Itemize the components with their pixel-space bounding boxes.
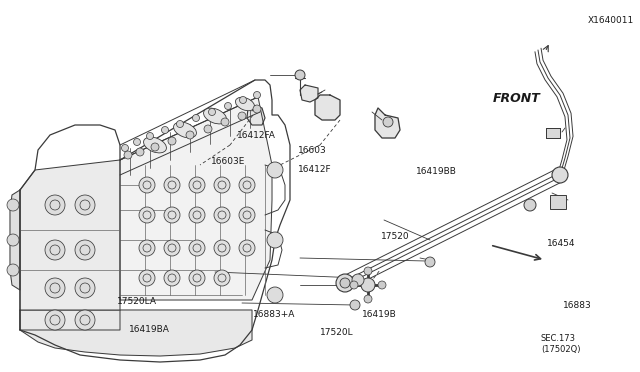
Ellipse shape — [204, 108, 227, 124]
Circle shape — [214, 240, 230, 256]
Text: 16883: 16883 — [563, 301, 592, 310]
Polygon shape — [300, 85, 318, 102]
Circle shape — [221, 118, 229, 126]
Text: 16603E: 16603E — [211, 157, 246, 166]
Circle shape — [139, 270, 155, 286]
Circle shape — [75, 195, 95, 215]
Circle shape — [75, 310, 95, 330]
Circle shape — [267, 162, 283, 178]
Circle shape — [364, 267, 372, 275]
Circle shape — [164, 207, 180, 223]
Circle shape — [267, 287, 283, 303]
Polygon shape — [20, 80, 290, 362]
Circle shape — [295, 70, 305, 80]
Circle shape — [45, 278, 65, 298]
Circle shape — [239, 240, 255, 256]
Circle shape — [164, 270, 180, 286]
Text: 16419B: 16419B — [362, 310, 396, 319]
Circle shape — [204, 125, 212, 133]
Text: 17520L: 17520L — [320, 328, 354, 337]
Circle shape — [364, 295, 372, 303]
Circle shape — [214, 207, 230, 223]
Bar — [546, 128, 560, 138]
Text: 16412FA: 16412FA — [237, 131, 276, 140]
Circle shape — [189, 240, 205, 256]
Circle shape — [350, 300, 360, 310]
Circle shape — [124, 151, 132, 159]
Text: SEC.173
(17502Q): SEC.173 (17502Q) — [541, 334, 580, 354]
Circle shape — [7, 199, 19, 211]
Polygon shape — [20, 160, 120, 330]
Circle shape — [239, 207, 255, 223]
Circle shape — [45, 310, 65, 330]
Circle shape — [253, 105, 261, 113]
Text: 16454: 16454 — [547, 239, 576, 248]
Polygon shape — [120, 97, 272, 300]
Circle shape — [352, 274, 364, 286]
Circle shape — [225, 103, 232, 109]
Circle shape — [214, 177, 230, 193]
Polygon shape — [375, 108, 400, 138]
Circle shape — [383, 117, 393, 127]
Ellipse shape — [173, 122, 196, 138]
Circle shape — [139, 177, 155, 193]
Ellipse shape — [143, 137, 166, 153]
Ellipse shape — [236, 97, 255, 111]
Circle shape — [253, 92, 260, 99]
Circle shape — [75, 278, 95, 298]
Polygon shape — [10, 190, 20, 290]
Circle shape — [189, 207, 205, 223]
Circle shape — [168, 137, 176, 145]
Polygon shape — [315, 95, 340, 120]
Circle shape — [7, 234, 19, 246]
Circle shape — [151, 143, 159, 151]
Circle shape — [524, 199, 536, 211]
Circle shape — [136, 148, 144, 156]
Circle shape — [186, 131, 194, 139]
Bar — [546, 128, 560, 138]
Circle shape — [238, 112, 246, 120]
Circle shape — [209, 109, 216, 115]
Text: 16883+A: 16883+A — [253, 310, 295, 319]
Text: 17520: 17520 — [381, 232, 410, 241]
Circle shape — [122, 144, 129, 151]
Polygon shape — [20, 310, 252, 356]
Circle shape — [350, 281, 358, 289]
Circle shape — [552, 167, 568, 183]
Circle shape — [139, 207, 155, 223]
Circle shape — [239, 96, 246, 103]
Circle shape — [134, 138, 141, 145]
Circle shape — [336, 274, 354, 292]
Circle shape — [361, 278, 375, 292]
Circle shape — [147, 132, 154, 140]
Text: 16419BB: 16419BB — [416, 167, 457, 176]
Circle shape — [45, 240, 65, 260]
Circle shape — [177, 121, 184, 128]
Circle shape — [239, 177, 255, 193]
Circle shape — [164, 177, 180, 193]
Polygon shape — [247, 105, 265, 125]
Circle shape — [189, 270, 205, 286]
Text: X1640011: X1640011 — [588, 16, 634, 25]
Text: 16419BA: 16419BA — [129, 325, 170, 334]
Circle shape — [45, 195, 65, 215]
Text: 17520LA: 17520LA — [117, 297, 157, 306]
Circle shape — [7, 264, 19, 276]
Text: 16412F: 16412F — [298, 165, 332, 174]
Bar — [550, 195, 566, 209]
Circle shape — [161, 126, 168, 134]
Circle shape — [75, 240, 95, 260]
Circle shape — [340, 278, 350, 288]
Circle shape — [267, 232, 283, 248]
Circle shape — [193, 115, 200, 122]
Circle shape — [378, 281, 386, 289]
Circle shape — [189, 177, 205, 193]
Text: FRONT: FRONT — [493, 92, 541, 105]
Circle shape — [214, 270, 230, 286]
Circle shape — [425, 257, 435, 267]
Circle shape — [164, 240, 180, 256]
Text: 16603: 16603 — [298, 146, 326, 155]
Circle shape — [139, 240, 155, 256]
